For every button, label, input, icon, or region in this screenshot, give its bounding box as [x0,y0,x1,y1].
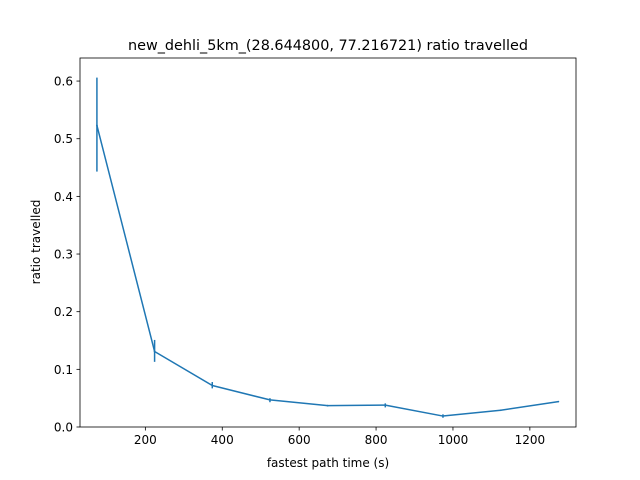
x-tick-label: 1200 [515,433,546,447]
x-axis: 200 400 600 800 1000 1200 [134,427,545,447]
data-point [96,124,98,127]
y-tick-label: 0.3 [54,248,73,262]
y-tick-label: 0.4 [54,190,73,204]
data-point [269,399,271,401]
chart-title: new_dehli_5km_(28.644800, 77.216721) rat… [128,38,528,54]
y-tick-label: 0.1 [54,363,73,377]
data-point [384,404,387,406]
axes-frame [79,57,577,428]
data-point [326,404,329,407]
plot-area [96,77,560,418]
y-tick-label: 0.6 [54,75,73,89]
x-tick-label: 600 [288,433,311,447]
x-tick-label: 800 [365,433,388,447]
y-tick-label: 0.0 [54,421,73,435]
data-point [211,384,214,387]
x-tick-label: 400 [211,433,234,447]
y-axis: 0.0 0.1 0.2 0.3 0.4 0.5 0.6 [54,75,80,435]
x-tick-label: 200 [134,433,157,447]
data-point [442,415,444,417]
data-point [557,400,560,403]
y-tick-label: 0.5 [54,132,73,146]
y-axis-label: ratio travelled [29,200,43,285]
data-point [499,409,502,412]
x-axis-label: fastest path time (s) [267,456,389,470]
data-point [153,350,156,353]
y-tick-label: 0.2 [54,305,73,319]
x-tick-label: 1000 [438,433,469,447]
